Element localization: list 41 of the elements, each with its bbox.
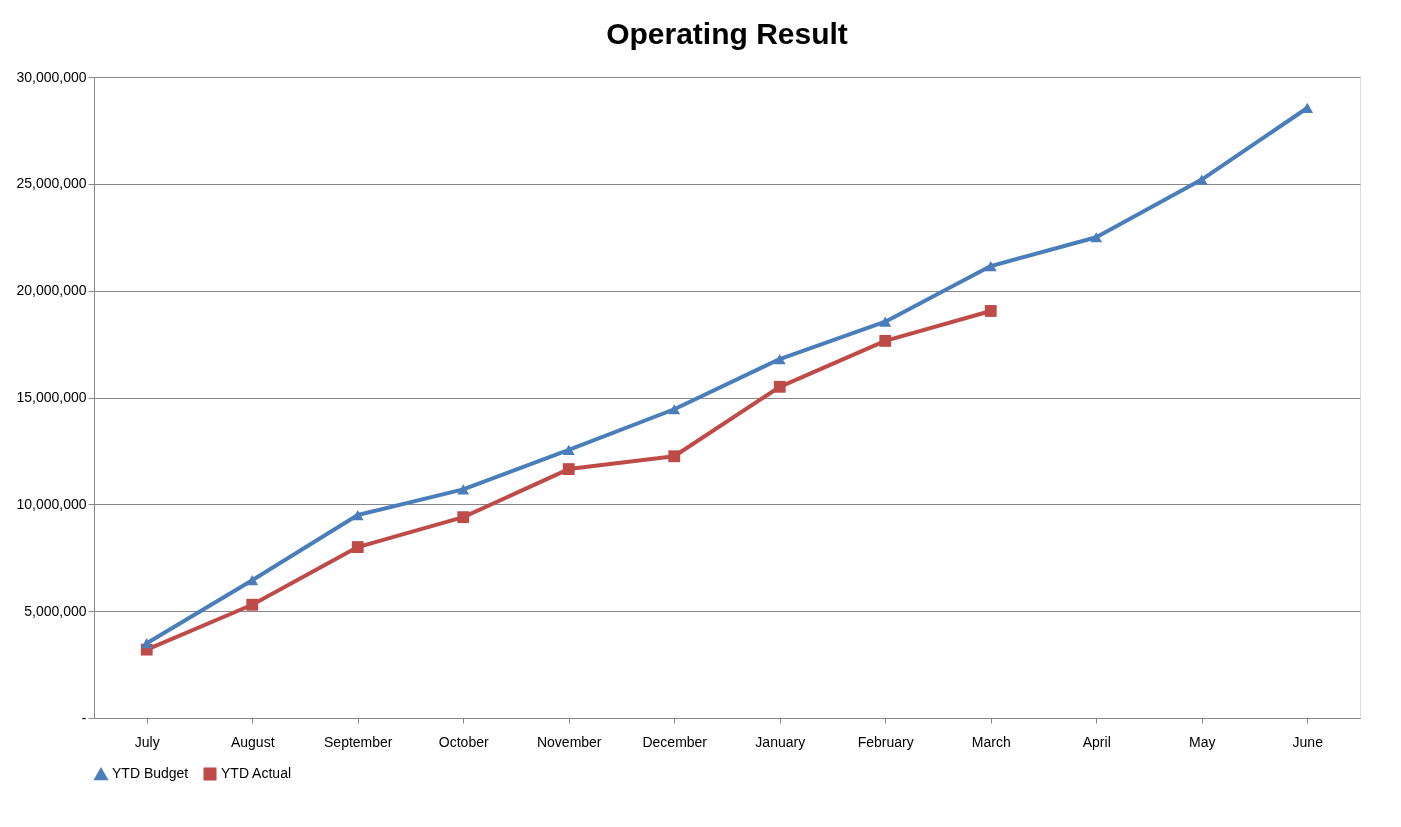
point [246, 575, 259, 586]
x-tick-label: January [755, 733, 806, 750]
point [984, 305, 997, 317]
point [562, 463, 575, 475]
point [457, 484, 470, 495]
point [457, 511, 470, 524]
point [773, 380, 786, 393]
point [1090, 232, 1103, 243]
y-tick-label: - [81, 709, 87, 726]
point [879, 316, 892, 327]
point [879, 334, 892, 347]
point [562, 444, 575, 455]
y-tick-label: 25,000,000 [16, 175, 87, 192]
x-tick-label: August [230, 733, 275, 750]
x-tick-label: October [438, 733, 489, 750]
y-tick-label: 15,000,000 [16, 389, 87, 405]
y-tick-label: 20,000,000 [16, 282, 87, 299]
legend-label: YTD Budget [112, 765, 189, 782]
x-tick-label: June [1292, 733, 1324, 750]
legend-label: YTD Actual [221, 765, 292, 781]
y-tick-label: 10,000,000 [16, 495, 87, 512]
point [351, 509, 364, 521]
y-tick-label: 30,000,000 [16, 68, 87, 85]
point [773, 353, 786, 365]
x-tick-label: September [324, 733, 393, 750]
x-tick-label: July [134, 733, 160, 750]
point [351, 541, 364, 553]
chart-title: Operating Result [606, 17, 848, 50]
x-tick-label: May [1189, 733, 1216, 750]
x-tick-label: February [857, 733, 914, 750]
x-tick-label: December [642, 733, 708, 750]
point [1195, 174, 1208, 185]
y-tick-label: 5,000,000 [24, 602, 87, 619]
point [246, 598, 259, 611]
point [668, 450, 681, 463]
x-tick-label: April [1082, 733, 1111, 750]
point [140, 638, 153, 649]
x-tick-label: March [971, 733, 1011, 750]
point [984, 260, 997, 272]
point [668, 404, 681, 415]
x-tick-label: November [536, 733, 602, 750]
